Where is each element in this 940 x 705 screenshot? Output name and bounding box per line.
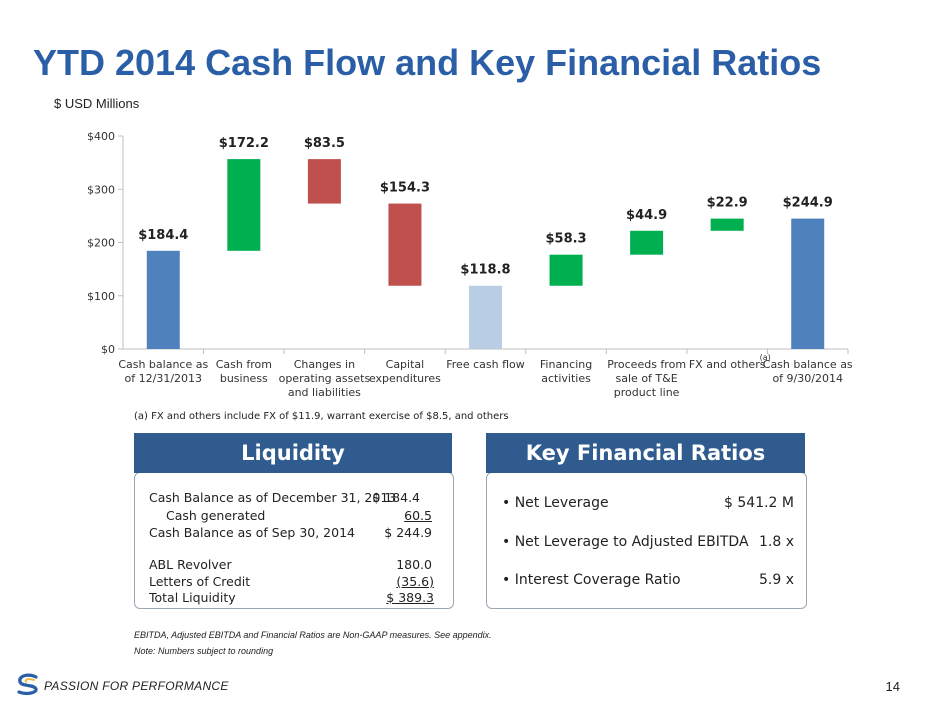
x-category-label: of 9/30/2014 — [772, 372, 843, 385]
units-label: $ USD Millions — [54, 96, 140, 111]
bar-value-label: $118.8 — [460, 263, 510, 278]
x-category-label: of 12/31/2013 — [125, 372, 203, 385]
liquidity-label-abl: ABL Revolver — [149, 557, 232, 572]
x-category-label: Cash from — [216, 358, 272, 371]
bar-total — [146, 250, 180, 349]
y-tick-label: $400 — [87, 130, 115, 143]
x-category-label: Cash balance as — [118, 358, 208, 371]
bar-value-label: $184.4 — [138, 228, 188, 243]
y-tick-label: $100 — [87, 290, 115, 303]
ratios-panel — [486, 472, 807, 609]
chart-footnote: (a) FX and others include FX of $11.9, w… — [134, 411, 509, 422]
x-category-label: and liabilities — [288, 386, 361, 399]
x-category-label: Cash balance as — [763, 358, 853, 371]
bar-increase — [549, 254, 583, 286]
bar-value-label: $58.3 — [545, 232, 586, 247]
y-tick-label: $0 — [101, 343, 115, 356]
ratios-header: Key Financial Ratios — [486, 433, 805, 473]
rounding-note: Note: Numbers subject to rounding — [134, 646, 274, 656]
non-gaap-note: EBITDA, Adjusted EBITDA and Financial Ra… — [134, 630, 492, 640]
ratio-value-interest-coverage: 5.9 x — [759, 572, 794, 588]
liquidity-label-cash-2013: Cash Balance as of December 31, 2013 — [149, 490, 397, 505]
footer-tagline: PASSION FOR PERFORMANCE — [44, 679, 229, 693]
liquidity-value-total: $ 389.3 — [386, 590, 434, 605]
ratio-value-leverage-ebitda: 1.8 x — [759, 534, 794, 550]
x-category-label: activities — [541, 372, 591, 385]
fx-superscript: (a) — [760, 353, 771, 362]
x-category-label: Proceeds from — [607, 358, 686, 371]
bar-increase — [630, 230, 664, 255]
bar-increase — [227, 159, 261, 251]
bar-total — [791, 218, 825, 349]
liquidity-header: Liquidity — [134, 433, 452, 473]
y-tick-label: $200 — [87, 237, 115, 250]
bar-value-label: $154.3 — [380, 181, 430, 196]
bar-increase — [710, 218, 744, 231]
bar-value-label: $172.2 — [219, 136, 269, 151]
x-category-label: Capital — [386, 358, 425, 371]
bar-subtotal — [469, 285, 502, 349]
liquidity-value-cash-generated: 60.5 — [404, 508, 432, 523]
ratio-label-leverage-ebitda: • Net Leverage to Adjusted EBITDA — [502, 534, 749, 550]
ratio-value-net-leverage: $ 541.2 M — [724, 495, 794, 511]
bar-decrease — [388, 203, 422, 286]
company-logo-icon — [17, 673, 38, 696]
bar-value-label: $44.9 — [626, 208, 667, 223]
page-title: YTD 2014 Cash Flow and Key Financial Rat… — [33, 42, 822, 83]
page-number: 14 — [885, 679, 900, 694]
x-category-label: business — [220, 372, 268, 385]
liquidity-label-total: Total Liquidity — [149, 590, 236, 605]
liquidity-value-abl: 180.0 — [396, 557, 432, 572]
liquidity-value-cash-2014: $ 244.9 — [384, 525, 432, 540]
bar-value-label: $83.5 — [304, 136, 345, 151]
liquidity-label-cash-generated: Cash generated — [166, 508, 266, 523]
x-category-label: product line — [614, 386, 680, 399]
liquidity-label-cash-2014: Cash Balance as of Sep 30, 2014 — [149, 525, 355, 540]
x-category-label: operating assets — [279, 372, 371, 385]
liquidity-value-loc: (35.6) — [396, 574, 434, 589]
liquidity-value-cash-2013: $ 184.4 — [372, 490, 420, 505]
ratio-label-net-leverage: • Net Leverage — [502, 495, 609, 511]
x-category-label: expenditures — [369, 372, 441, 385]
bar-decrease — [307, 159, 341, 204]
ratio-label-interest-coverage: • Interest Coverage Ratio — [502, 572, 681, 588]
x-category-label: Changes in — [294, 358, 355, 371]
x-category-label: FX and others — [689, 358, 766, 371]
x-category-label: sale of T&E — [616, 372, 678, 385]
bar-value-label: $244.9 — [783, 196, 833, 211]
x-category-label: Free cash flow — [446, 358, 524, 371]
x-category-label: Financing — [540, 358, 592, 371]
liquidity-panel — [134, 472, 454, 609]
y-tick-label: $300 — [87, 183, 115, 196]
bar-value-label: $22.9 — [707, 196, 748, 211]
liquidity-label-loc: Letters of Credit — [149, 574, 251, 589]
